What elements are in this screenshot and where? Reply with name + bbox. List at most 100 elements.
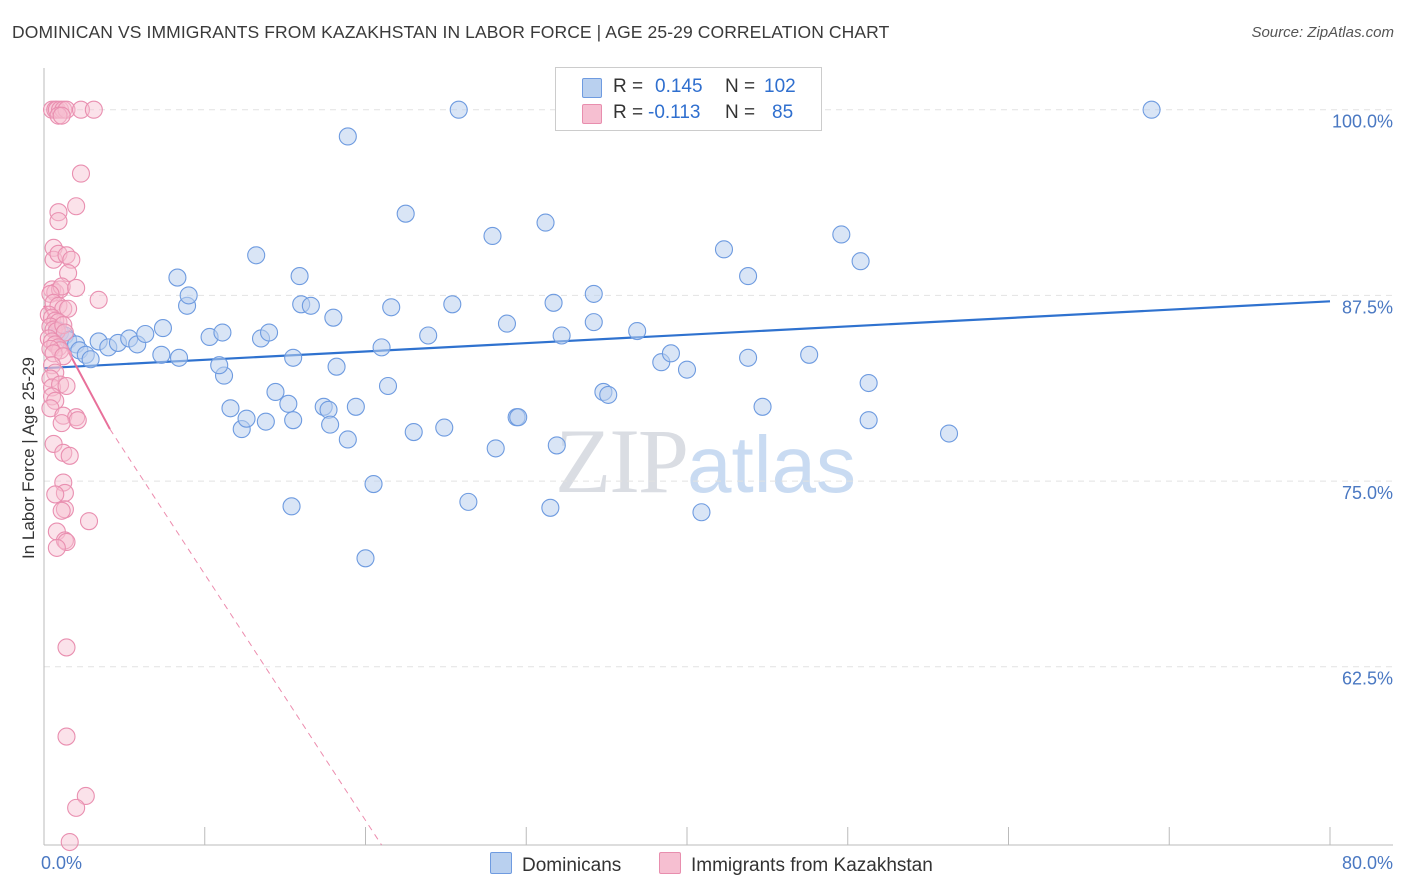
- point-dominicans: [859, 373, 878, 393]
- point-kazakhstan: [52, 501, 71, 520]
- point-kazakhstan: [60, 446, 79, 465]
- legend-n-label: N =: [725, 76, 756, 97]
- point-kazakhstan: [46, 363, 65, 382]
- point-kazakhstan: [67, 798, 86, 817]
- legend-r-value-kazakhstan: -0.113: [648, 102, 701, 123]
- point-dominicans: [284, 348, 303, 367]
- point-dominicans: [213, 323, 232, 342]
- point-dominicans: [544, 293, 563, 312]
- kazakhstan-points: [39, 100, 108, 852]
- legend-swatch-blue: [582, 78, 602, 98]
- point-dominicans: [536, 213, 555, 232]
- legend-r-value-dominicans: 0.145: [655, 76, 703, 97]
- point-dominicans: [404, 422, 423, 442]
- point-dominicans: [279, 394, 298, 413]
- point-dominicans: [290, 267, 309, 286]
- point-dominicans: [256, 412, 275, 431]
- point-kazakhstan: [67, 278, 86, 298]
- point-dominicans: [338, 127, 357, 146]
- point-kazakhstan: [67, 197, 86, 216]
- point-dominicans: [179, 286, 198, 305]
- point-dominicans: [356, 549, 375, 568]
- point-kazakhstan: [57, 532, 76, 552]
- point-dominicans: [221, 399, 240, 418]
- point-dominicans: [247, 246, 266, 265]
- point-dominicans: [338, 430, 357, 449]
- point-dominicans: [443, 295, 462, 314]
- bottom-legend-label-kazakhstan: Immigrants from Kazakhstan: [691, 855, 933, 876]
- point-dominicans: [859, 411, 878, 430]
- point-dominicans: [661, 344, 680, 363]
- point-dominicans: [692, 503, 711, 522]
- point-dominicans: [327, 357, 346, 376]
- legend-swatch-pink: [582, 104, 602, 124]
- point-kazakhstan: [62, 250, 81, 269]
- source-label: Source: ZipAtlas.com: [1251, 24, 1394, 41]
- watermark: ZIPatlas: [555, 408, 856, 514]
- point-dominicans: [259, 323, 279, 342]
- bottom-legend-label-dominicans: Dominicans: [522, 855, 622, 876]
- point-kazakhstan: [79, 512, 99, 531]
- point-dominicans: [677, 360, 697, 379]
- point-dominicans: [284, 411, 303, 430]
- point-kazakhstan: [57, 376, 76, 396]
- legend-n-value-dominicans: 102: [764, 76, 796, 97]
- point-dominicans: [939, 424, 959, 443]
- point-kazakhstan: [71, 100, 91, 119]
- point-dominicans: [552, 326, 571, 345]
- point-kazakhstan: [60, 832, 79, 852]
- legend-n-value-kazakhstan: 85: [772, 102, 794, 123]
- y-tick-label: 62.5%: [1342, 669, 1393, 689]
- x-tick-label: 80.0%: [1342, 853, 1393, 873]
- point-dominicans: [547, 436, 566, 455]
- x-tick-label: 0.0%: [41, 853, 82, 873]
- point-dominicans: [168, 268, 187, 287]
- point-dominicans: [321, 415, 340, 434]
- point-kazakhstan: [52, 414, 71, 433]
- trend-line-dominicans: [43, 300, 1331, 370]
- trend-line-kazakhstan-dashed: [109, 428, 382, 846]
- legend-n-label: N =: [725, 102, 756, 123]
- point-kazakhstan: [55, 500, 74, 519]
- dominicans-points: [47, 100, 1161, 568]
- point-kazakhstan: [84, 100, 103, 119]
- watermark-atlas: atlas: [687, 420, 856, 509]
- point-dominicans: [346, 397, 365, 416]
- axes: [43, 68, 1393, 846]
- point-kazakhstan: [57, 638, 76, 657]
- bottom-swatch-blue: [490, 852, 512, 874]
- point-kazakhstan: [59, 299, 78, 318]
- point-dominicans: [396, 204, 415, 223]
- point-kazakhstan: [71, 164, 91, 183]
- point-dominicans: [800, 345, 819, 364]
- point-dominicans: [81, 350, 100, 369]
- point-dominicans: [509, 408, 528, 427]
- y-tick-label: 100.0%: [1332, 112, 1393, 132]
- point-dominicans: [851, 252, 870, 271]
- point-kazakhstan: [57, 727, 76, 746]
- point-dominicans: [378, 376, 398, 396]
- point-dominicans: [364, 474, 383, 494]
- bottom-swatch-pink: [659, 852, 681, 874]
- point-kazakhstan: [41, 369, 60, 388]
- legend-r-label: R =: [613, 76, 644, 97]
- point-dominicans: [584, 313, 603, 332]
- point-dominicans: [599, 385, 618, 404]
- chart-title: DOMINICAN VS IMMIGRANTS FROM KAZAKHSTAN …: [12, 22, 890, 42]
- point-dominicans: [372, 338, 391, 357]
- point-dominicans: [419, 326, 438, 345]
- point-dominicans: [483, 226, 502, 246]
- point-dominicans: [282, 497, 301, 516]
- point-dominicans: [714, 240, 734, 259]
- point-dominicans: [301, 296, 320, 315]
- point-kazakhstan: [68, 411, 87, 430]
- point-kazakhstan: [49, 212, 68, 231]
- point-kazakhstan: [55, 483, 74, 503]
- point-dominicans: [459, 492, 478, 511]
- point-dominicans: [739, 267, 758, 286]
- grid-lines: [44, 109, 1393, 668]
- point-dominicans: [1142, 100, 1161, 119]
- point-dominicans: [449, 100, 468, 119]
- point-dominicans: [382, 298, 401, 317]
